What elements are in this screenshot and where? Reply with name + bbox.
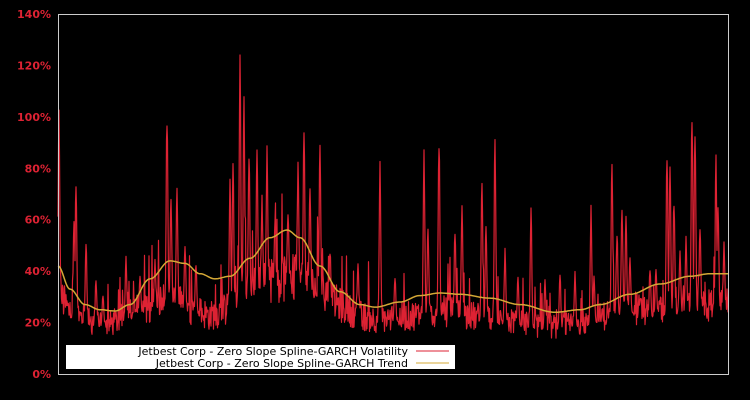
plot-frame: [58, 14, 729, 375]
legend-label-volatility: Jetbest Corp - Zero Slope Spline-GARCH V…: [137, 345, 408, 358]
legend-label-trend: Jetbest Corp - Zero Slope Spline-GARCH T…: [155, 357, 408, 370]
y-axis: 0% 20% 40% 60% 80% 100% 120% 140%: [17, 8, 51, 381]
y-tick-label: 80%: [25, 162, 51, 175]
volatility-line: [57, 54, 729, 339]
trend-series: [57, 229, 728, 314]
y-tick-label: 20%: [25, 317, 51, 330]
y-tick-label: 0%: [32, 368, 51, 381]
y-tick-label: 140%: [17, 8, 51, 21]
legend: Jetbest Corp - Zero Slope Spline-GARCH V…: [66, 345, 455, 370]
y-tick-label: 120%: [17, 59, 51, 72]
y-tick-label: 60%: [25, 214, 51, 227]
y-tick-label: 40%: [25, 265, 51, 278]
legend-box: [66, 345, 455, 369]
trend-line: [57, 229, 728, 314]
volatility-series: [57, 54, 729, 339]
y-tick-label: 100%: [17, 111, 51, 124]
